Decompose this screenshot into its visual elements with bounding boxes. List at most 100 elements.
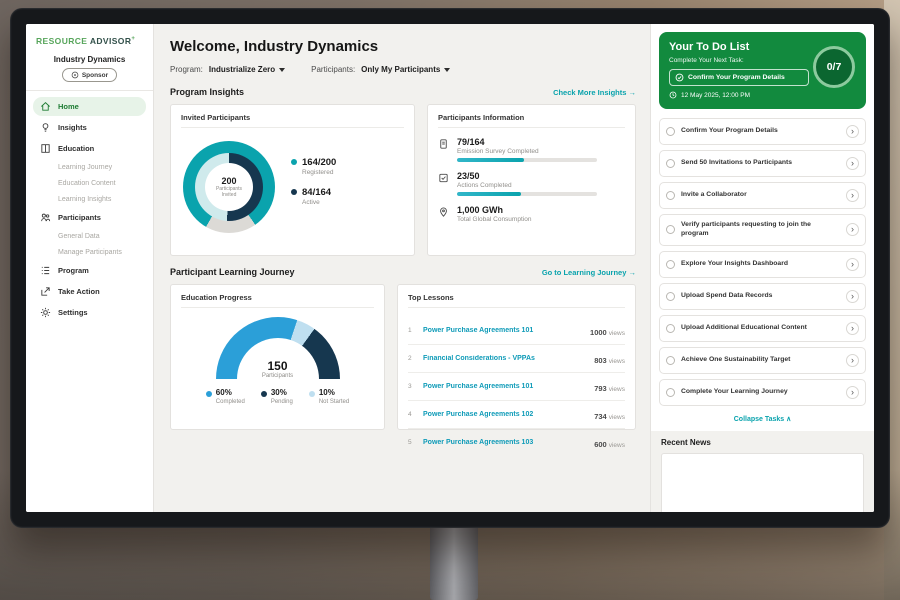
lesson-row: 5 Power Purchase Agreements 103 600 views (408, 429, 625, 456)
task-chevron-icon[interactable]: › (846, 353, 859, 367)
sidebar-item-manage-participants[interactable]: Manage Participants (33, 245, 146, 259)
invited-donut-center: 200 Participants Invited (205, 163, 253, 211)
legend-active: 84/164 Active (291, 187, 336, 206)
task-chevron-icon[interactable]: › (846, 257, 859, 271)
emission-survey-value: 79/164 (457, 137, 485, 147)
task-row-achieve-target[interactable]: Achieve One Sustainability Target › (659, 346, 866, 374)
actions-progress (457, 192, 597, 196)
todo-next-task[interactable]: Confirm Your Program Details (669, 69, 809, 86)
invited-legend: 164/200 Registered 84/164 Active (291, 157, 336, 217)
emission-survey-progress (457, 158, 597, 162)
brand-logo: RESOURCE ADVISOR+ (26, 32, 153, 48)
task-label: Verify participants requesting to join t… (681, 221, 811, 237)
sidebar-item-home[interactable]: Home (33, 97, 146, 116)
sidebar-item-program[interactable]: Program (33, 261, 146, 280)
sidebar-item-learning-journey[interactable]: Learning Journey (33, 160, 146, 174)
task-row-upload-spend-data[interactable]: Upload Spend Data Records › (659, 282, 866, 310)
chevron-down-icon (444, 67, 451, 72)
sidebar-item-label: General Data (58, 232, 100, 240)
task-chevron-icon[interactable]: › (846, 157, 859, 170)
sponsor-badge[interactable]: Sponsor (61, 68, 118, 82)
list-icon (40, 265, 51, 276)
task-checkbox[interactable] (666, 159, 675, 168)
program-insights-title: Program Insights (170, 87, 245, 97)
task-checkbox[interactable] (666, 355, 675, 365)
education-gauge-center: 150 Participants (216, 359, 340, 379)
task-row-complete-learning-journey[interactable]: Complete Your Learning Journey › (659, 378, 866, 406)
sidebar-item-learning-insights[interactable]: Learning Insights (33, 192, 146, 206)
lesson-views: 734 (594, 411, 607, 421)
not-started-pct: 10% (318, 388, 335, 397)
sidebar-item-insights[interactable]: Insights (33, 118, 146, 137)
invited-donut-chart: 200 Participants Invited (183, 141, 275, 233)
task-label: Complete Your Learning Journey (681, 387, 788, 395)
sidebar-item-education[interactable]: Education (33, 139, 146, 158)
participants-filter-label: Participants: (311, 65, 356, 74)
invited-participants-card: Invited Participants 200 Participants In… (170, 104, 415, 256)
task-checkbox[interactable] (666, 387, 675, 397)
task-checkbox[interactable] (666, 259, 675, 269)
survey-doc-icon (438, 138, 449, 162)
task-checkbox[interactable] (666, 291, 675, 301)
task-row-explore-insights[interactable]: Explore Your Insights Dashboard › (659, 250, 866, 278)
task-chevron-icon[interactable]: › (846, 289, 859, 303)
actions-completed-label: Actions Completed (457, 182, 512, 189)
go-to-learning-journey-link[interactable]: Go to Learning Journey → (541, 267, 636, 277)
active-value: 84/164 (302, 187, 332, 198)
lesson-rank: 4 (408, 411, 412, 418)
task-chevron-icon[interactable]: › (846, 321, 859, 335)
lesson-rank: 2 (408, 355, 412, 362)
sidebar-item-label: Education (58, 144, 95, 153)
education-progress-title: Education Progress (181, 293, 374, 308)
home-icon (40, 101, 51, 112)
todo-progress-value: 0/7 (826, 61, 842, 73)
lesson-link[interactable]: Power Purchase Agreements 101 (423, 327, 534, 334)
program-filter-dropdown[interactable]: Industrialize Zero (209, 65, 286, 74)
sidebar-item-settings[interactable]: Settings (33, 303, 146, 322)
task-row-send-invitations[interactable]: Send 50 Invitations to Participants › (659, 150, 866, 177)
task-chevron-icon[interactable]: › (846, 385, 859, 399)
lesson-link[interactable]: Power Purchase Agreements 101 (423, 383, 534, 390)
dashboard-screen: RESOURCE ADVISOR+ Industry Dynamics Spon… (26, 24, 874, 512)
sidebar-item-general-data[interactable]: General Data (33, 229, 146, 243)
legend-pending: 30% Pending (260, 388, 293, 405)
learning-journey-header: Participant Learning Journey Go to Learn… (170, 267, 636, 277)
pending-label: Pending (270, 399, 293, 405)
participants-filter-dropdown[interactable]: Only My Participants (361, 65, 451, 74)
main-content: Welcome, Industry Dynamics Program: Indu… (154, 24, 650, 512)
org-name: Industry Dynamics (53, 55, 126, 64)
task-row-confirm-program[interactable]: Confirm Your Program Details › (659, 118, 866, 145)
light-dot-icon (308, 390, 315, 397)
task-chevron-icon[interactable]: › (846, 223, 859, 237)
sidebar-item-label: Participants (58, 213, 101, 222)
sidebar-item-education-content[interactable]: Education Content (33, 176, 146, 190)
lesson-link[interactable]: Power Purchase Agreements 102 (423, 411, 534, 418)
check-more-insights-link[interactable]: Check More Insights → (553, 87, 636, 97)
lesson-link[interactable]: Power Purchase Agreements 103 (423, 439, 534, 446)
task-checkbox[interactable] (666, 323, 675, 333)
task-row-invite-collaborator[interactable]: Invite a Collaborator › (659, 182, 866, 209)
lesson-link[interactable]: Financial Considerations - VPPAs (423, 355, 535, 362)
navy-dot-icon (260, 390, 267, 397)
task-chevron-icon[interactable]: › (846, 125, 859, 138)
sidebar-item-label: Take Action (58, 287, 100, 296)
invited-center-label: Participants Invited (215, 185, 243, 199)
task-checkbox[interactable] (666, 191, 675, 200)
todo-progress-ring: 0/7 (813, 46, 855, 88)
gauge-center-label: Participants (261, 373, 294, 379)
chevron-down-icon (279, 67, 286, 72)
brand-word-2: ADVISOR (89, 36, 132, 46)
navy-dot-icon (291, 189, 297, 195)
task-checkbox[interactable] (666, 225, 675, 235)
todo-panel: Your To Do List Complete Your Next Task:… (650, 24, 874, 512)
check-circle-icon (675, 73, 684, 82)
lesson-row: 2 Financial Considerations - VPPAs 803 vi… (408, 345, 625, 373)
collapse-tasks-link[interactable]: Collapse Tasks ∧ (659, 411, 866, 429)
sidebar-item-take-action[interactable]: Take Action (33, 282, 146, 301)
task-row-upload-educational-content[interactable]: Upload Additional Educational Content › (659, 314, 866, 342)
task-checkbox[interactable] (666, 127, 675, 136)
lesson-views: 793 (594, 383, 607, 393)
task-chevron-icon[interactable]: › (846, 189, 859, 202)
sidebar-item-participants[interactable]: Participants (33, 208, 146, 227)
task-row-verify-participants[interactable]: Verify participants requesting to join t… (659, 214, 866, 246)
